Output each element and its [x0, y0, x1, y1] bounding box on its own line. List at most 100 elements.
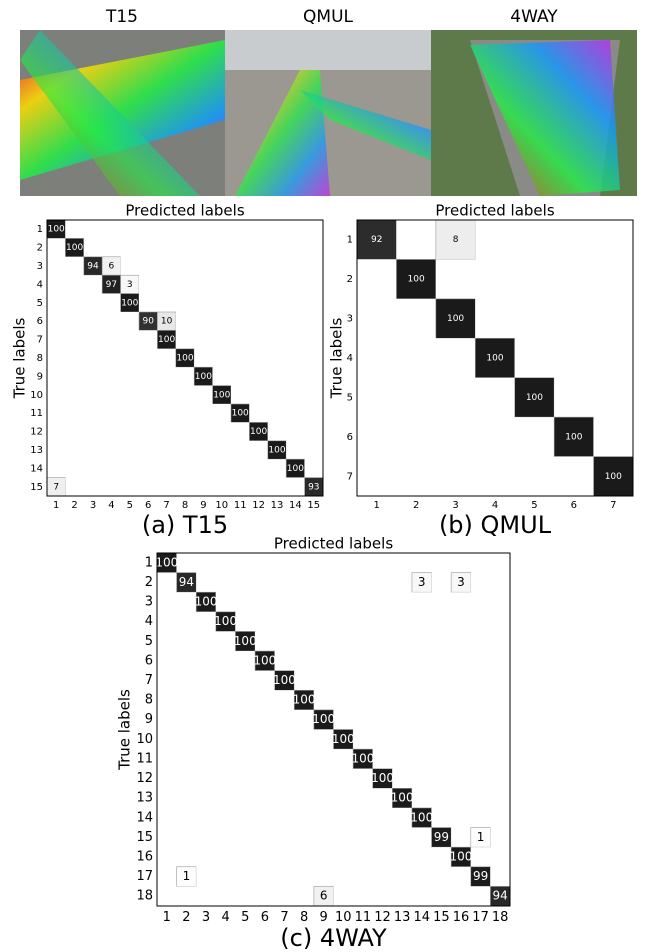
cell	[353, 807, 373, 828]
cell-label: 100	[486, 354, 503, 364]
y-tick-label: 12	[136, 771, 153, 786]
cell	[356, 219, 397, 260]
cell	[102, 293, 121, 312]
cell	[157, 807, 177, 828]
cell	[333, 768, 354, 789]
cell	[411, 729, 432, 750]
x-tick-label: 15	[307, 500, 320, 511]
cell-label: 90	[142, 317, 154, 327]
cell	[255, 866, 275, 887]
cell	[231, 275, 250, 294]
cell	[451, 749, 471, 769]
cell-label: 100	[176, 354, 193, 364]
cell	[593, 338, 633, 378]
cell	[372, 729, 393, 750]
cell	[490, 749, 510, 769]
cell	[357, 417, 397, 457]
cell-label: 100	[213, 390, 230, 400]
cell	[475, 259, 515, 299]
y-tick-label: 7	[37, 335, 43, 346]
cell	[490, 651, 510, 671]
cell	[215, 866, 236, 887]
cell	[470, 886, 491, 906]
x-tick-label: 1	[53, 500, 59, 511]
cell	[267, 459, 287, 478]
cell	[249, 275, 268, 294]
cell	[294, 553, 314, 573]
cell	[255, 827, 275, 848]
cell-label: 3	[457, 575, 465, 589]
cell	[435, 377, 476, 418]
x-tick-label: 7	[610, 500, 616, 511]
cell	[176, 553, 197, 573]
cell	[235, 572, 256, 593]
trajectories	[470, 40, 620, 196]
cell	[102, 238, 121, 257]
cell	[157, 367, 176, 386]
cell	[157, 788, 177, 808]
cell	[286, 477, 305, 496]
cell	[353, 592, 373, 612]
cell	[313, 788, 334, 808]
cell	[490, 611, 510, 632]
cell	[294, 788, 314, 808]
sky	[225, 30, 431, 70]
cell	[267, 275, 287, 294]
cell	[139, 330, 158, 349]
cell	[514, 298, 555, 339]
cell	[196, 690, 216, 710]
cell	[235, 690, 256, 710]
x-tick-label: 8	[182, 500, 188, 511]
cell	[372, 807, 393, 828]
y-axis-label: True labels	[328, 317, 346, 399]
cell	[157, 238, 176, 257]
y-tick-label: 2	[347, 274, 353, 285]
cell	[176, 709, 197, 730]
cell	[451, 631, 471, 652]
cell	[175, 256, 195, 276]
x-tick-label: 3	[90, 500, 96, 511]
cell	[120, 312, 139, 331]
y-tick-label: 7	[145, 673, 153, 688]
cell	[215, 631, 236, 652]
cell	[333, 788, 354, 808]
cell	[231, 348, 250, 368]
frame	[356, 219, 634, 497]
cell	[139, 367, 158, 386]
cell	[490, 690, 510, 710]
cell	[411, 866, 432, 887]
y-tick-label: 6	[37, 316, 43, 327]
cell	[235, 553, 256, 573]
cell	[175, 367, 195, 386]
cell	[333, 611, 354, 632]
cell	[194, 422, 213, 441]
cell	[65, 256, 84, 276]
cell	[102, 404, 121, 423]
cell	[353, 768, 373, 789]
cell	[267, 238, 287, 257]
cell	[120, 404, 139, 423]
cell	[451, 651, 471, 671]
cell	[139, 238, 158, 257]
chart-title: Predicted labels	[435, 202, 554, 220]
cell	[396, 259, 437, 300]
cell-label: 100	[234, 634, 257, 648]
x-tick-label: 4	[221, 910, 229, 925]
cell	[47, 348, 66, 368]
y-tick-label: 7	[347, 471, 353, 482]
cell	[353, 670, 373, 691]
cell	[267, 422, 287, 441]
y-tick-label: 6	[347, 432, 353, 443]
y-tick-label: 15	[136, 830, 153, 845]
cell	[175, 238, 195, 257]
cell	[176, 670, 197, 691]
cell	[313, 592, 334, 612]
cell	[372, 886, 393, 906]
x-tick-label: 6	[145, 500, 151, 511]
cell	[286, 385, 305, 404]
y-axis-label: True labels	[116, 689, 134, 771]
x-tick-label: 16	[453, 910, 470, 925]
cell	[212, 293, 231, 312]
cell	[372, 572, 393, 593]
cell	[357, 259, 397, 299]
